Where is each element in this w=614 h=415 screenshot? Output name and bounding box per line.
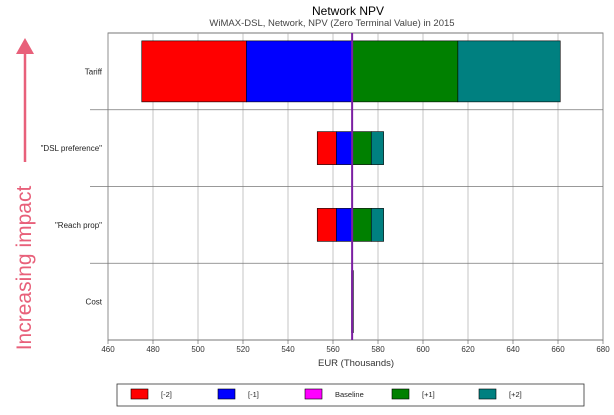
x-tick-label: 660 [551, 345, 565, 354]
category-label: Cost [86, 298, 103, 307]
x-tick-label: 520 [236, 345, 250, 354]
x-tick-label: 640 [506, 345, 520, 354]
bar-segment [351, 131, 372, 165]
x-tick-label: 600 [416, 345, 430, 354]
category-label: "DSL preference" [41, 144, 103, 153]
bar-segment [246, 40, 353, 103]
legend-swatch [217, 388, 236, 400]
legend-swatch [478, 388, 497, 400]
x-tick-label: 540 [281, 345, 295, 354]
x-tick-label: 460 [101, 345, 115, 354]
x-tick-label: 560 [326, 345, 340, 354]
bar-segment [351, 40, 459, 103]
legend-swatch [304, 388, 323, 400]
bar-segment [316, 131, 337, 165]
legend-swatch [130, 388, 149, 400]
legend-label: [+2] [509, 390, 522, 399]
x-tick-label: 500 [191, 345, 205, 354]
side-label: Increasing impact [13, 186, 36, 351]
legend-swatch [391, 388, 410, 400]
bar-segment [457, 40, 561, 103]
x-axis-title: EUR (Thousands) [318, 358, 394, 369]
bar-segment [141, 40, 247, 103]
x-tick-label: 680 [596, 345, 610, 354]
legend-label: [-1] [248, 390, 259, 399]
bar-segment [316, 208, 337, 242]
bar-segment [351, 208, 372, 242]
legend: [-2] [-1] Baseline [+1] [+2] [130, 388, 522, 400]
bars [141, 40, 561, 333]
legend-label: [+1] [422, 390, 435, 399]
bar-segment [336, 208, 353, 242]
bar-segment [370, 131, 384, 165]
x-tick-label: 620 [461, 345, 475, 354]
category-label: Tariff [85, 67, 103, 76]
bar-segment [370, 208, 384, 242]
legend-label: [-2] [161, 390, 172, 399]
side-annotation: Increasing impact [13, 38, 36, 350]
bar-segment [336, 131, 353, 165]
legend-label: Baseline [335, 390, 364, 399]
x-tick-label: 480 [146, 345, 160, 354]
chart-subtitle: WiMAX-DSL, Network, NPV (Zero Terminal V… [209, 18, 454, 29]
chart-title: Network NPV [312, 4, 384, 18]
category-label: "Reach prop" [55, 221, 102, 230]
category-labels: Tariff "DSL preference" "Reach prop" Cost [41, 67, 103, 306]
x-tick-label: 580 [371, 345, 385, 354]
impact-arrow-head [16, 38, 34, 54]
x-axis-ticks: 460 480 500 520 540 560 580 600 620 640 660 680 [101, 340, 610, 354]
